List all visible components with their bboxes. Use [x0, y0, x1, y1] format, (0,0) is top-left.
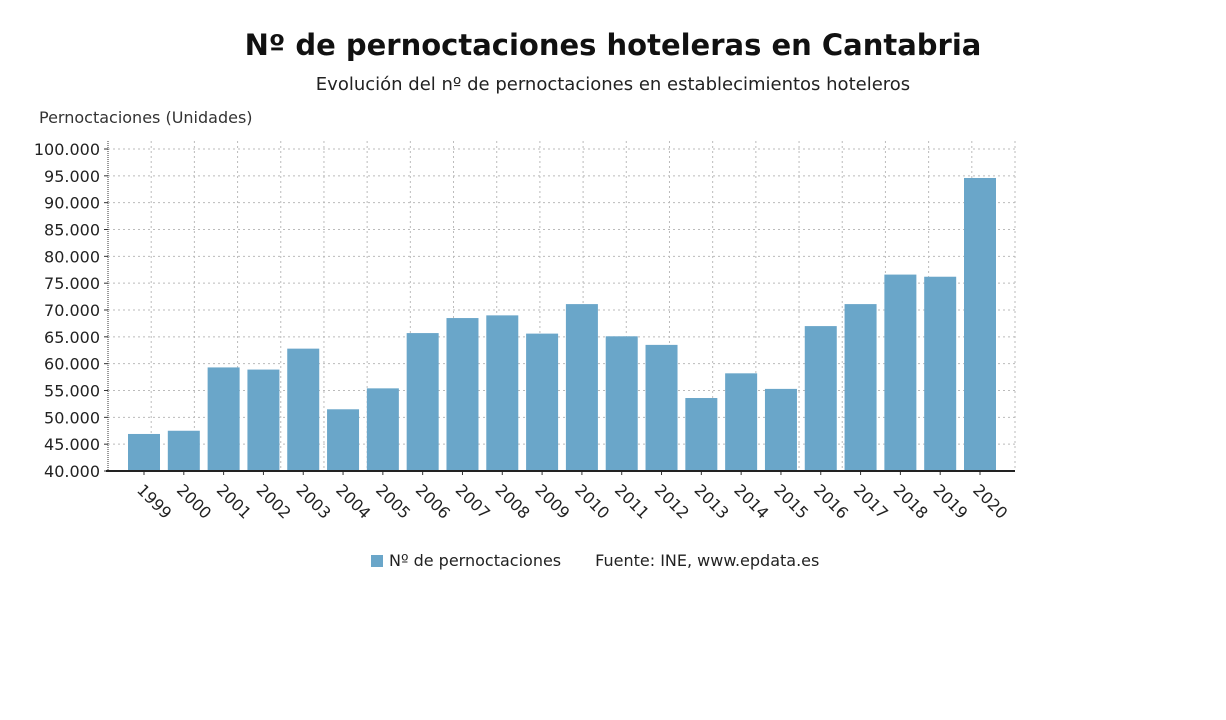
y-tick-label: 65.000 [44, 328, 100, 347]
bar-2001 [207, 367, 240, 471]
bar-2011 [605, 336, 638, 471]
x-tick-label: 2010 [571, 480, 613, 522]
bar-2004 [327, 409, 360, 471]
x-tick-label: 2009 [531, 480, 573, 522]
x-tick-label: 2011 [611, 480, 653, 522]
x-tick-label: 2001 [213, 480, 255, 522]
bar-2019 [924, 276, 957, 471]
bar-2005 [366, 388, 399, 471]
x-tick-label: 1999 [133, 480, 175, 522]
bar-2013 [685, 398, 718, 471]
x-tick-label: 2003 [292, 480, 334, 522]
legend-label: Nº de pernoctaciones [389, 551, 562, 570]
x-tick-label: 2014 [730, 480, 772, 522]
x-tick-label: 2006 [412, 480, 454, 522]
legend-swatch [371, 554, 383, 567]
x-tick-label: 2012 [651, 480, 693, 522]
bar-2012 [645, 344, 678, 471]
y-tick-label: 60.000 [44, 355, 100, 374]
y-tick-label: 70.000 [44, 301, 100, 320]
x-tick-label: 2007 [452, 480, 494, 522]
bar-2006 [406, 333, 439, 471]
x-tick-label: 2002 [253, 480, 295, 522]
y-tick-label: 80.000 [44, 247, 100, 266]
x-tick-label: 2017 [850, 480, 892, 522]
x-tick-label: 2020 [969, 480, 1011, 522]
x-tick-label: 2016 [810, 480, 852, 522]
chart-title: Nº de pernoctaciones hoteleras en Cantab… [244, 28, 982, 62]
x-tick-label: 2000 [173, 480, 215, 522]
bar-2009 [526, 333, 559, 471]
x-tick-label: 2018 [890, 480, 932, 522]
x-tick-label: 2013 [691, 480, 733, 522]
x-tick-label: 2008 [491, 480, 533, 522]
y-tick-label: 90.000 [44, 194, 100, 213]
bar-2014 [725, 373, 758, 471]
y-tick-label: 40.000 [44, 462, 100, 481]
bar-2003 [287, 348, 320, 471]
bar-1999 [128, 433, 160, 471]
bar-2015 [764, 388, 797, 471]
x-tick-label: 2005 [372, 480, 414, 522]
bar-2000 [167, 430, 200, 471]
y-tick-label: 95.000 [44, 167, 100, 186]
y-tick-label: 50.000 [44, 408, 100, 427]
x-tick-label: 2015 [770, 480, 812, 522]
bar-2020 [964, 177, 996, 472]
chart-subtitle: Evolución del nº de pernoctaciones en es… [315, 74, 911, 95]
y-tick-label: 45.000 [44, 435, 100, 454]
legend: Nº de pernoctaciones Fuente: INE, www.ep… [371, 551, 819, 570]
source-note: Fuente: INE, www.epdata.es [595, 551, 820, 570]
bar-2010 [565, 304, 598, 471]
bar-2016 [804, 326, 837, 471]
bar-2008 [486, 315, 519, 471]
x-tick-label: 2019 [929, 480, 971, 522]
x-tick-label: 2004 [332, 480, 374, 522]
y-tick-label: 100.000 [34, 140, 100, 159]
bar-2017 [844, 304, 877, 471]
y-axis-label: Pernoctaciones (Unidades) [39, 108, 253, 127]
y-tick-label: 55.000 [44, 382, 100, 401]
bar-2002 [247, 369, 280, 471]
y-tick-label: 85.000 [44, 221, 100, 240]
y-tick-label: 75.000 [44, 274, 100, 293]
bar-2007 [446, 318, 479, 471]
bar-2018 [884, 274, 917, 471]
